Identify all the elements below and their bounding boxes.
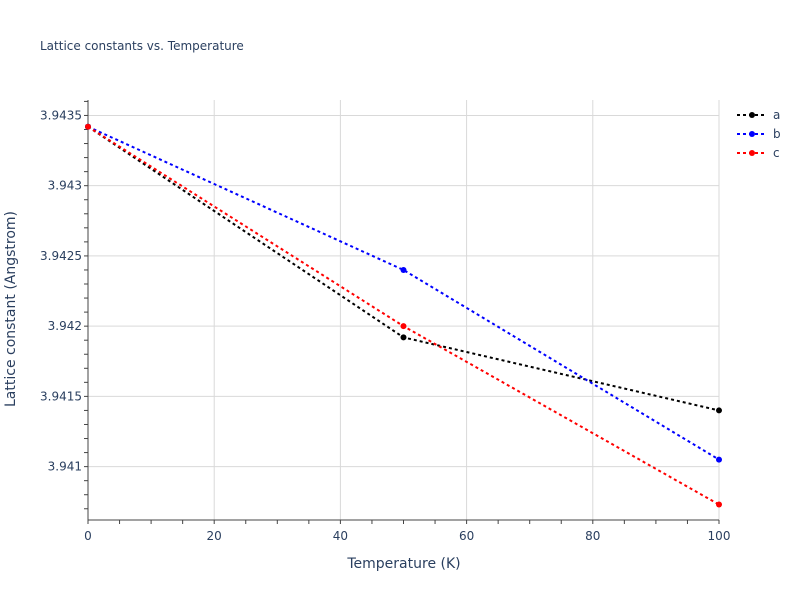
data-point-a[interactable] (716, 407, 722, 414)
legend-label: b (773, 127, 781, 141)
data-point-b[interactable] (716, 456, 722, 463)
y-tick-label: 3.943 (48, 179, 82, 193)
x-tick-label: 100 (708, 529, 731, 543)
y-tick-label: 3.941 (48, 460, 82, 474)
y-tick-label: 3.9425 (40, 249, 82, 263)
y-tick-label: 3.942 (48, 319, 82, 333)
legend-item-b[interactable]: b (737, 127, 781, 141)
series-line-c (87, 125, 720, 506)
series-layer (85, 123, 722, 508)
legend-item-a[interactable]: a (737, 108, 780, 122)
legend-swatch-marker (749, 150, 755, 156)
legend-item-c[interactable]: c (737, 146, 780, 160)
legend-swatch-marker (749, 131, 755, 137)
x-tick-label: 40 (333, 529, 348, 543)
y-axis-title: Lattice constant (Angstrom) (3, 211, 19, 407)
data-point-b[interactable] (400, 266, 407, 273)
data-point-c[interactable] (716, 501, 722, 508)
data-point-a[interactable] (400, 334, 407, 341)
x-tick-label: 60 (459, 529, 474, 543)
x-tick-label: 20 (207, 529, 222, 543)
series-line-b (87, 125, 720, 461)
y-tick-label: 3.9415 (40, 389, 82, 403)
axes-layer: 0 20 40 60 80 100 3.941 3.9415 3.942 3.9425 3.943 3… (40, 100, 730, 543)
y-tick-label: 3.9435 (40, 108, 82, 122)
data-point-c[interactable] (85, 123, 91, 130)
legend[interactable]: abc (737, 108, 781, 160)
chart-title: Lattice constants vs. Temperature (40, 39, 244, 53)
series-b (85, 123, 722, 463)
legend-label: c (773, 146, 780, 160)
legend-label: a (773, 108, 780, 122)
series-c (85, 123, 722, 508)
data-point-c[interactable] (400, 323, 407, 330)
x-tick-label: 80 (585, 529, 600, 543)
x-tick-label: 0 (84, 529, 92, 543)
legend-swatch-marker (749, 112, 755, 118)
x-axis-title: Temperature (K) (346, 556, 460, 572)
grid-layer (88, 100, 720, 520)
